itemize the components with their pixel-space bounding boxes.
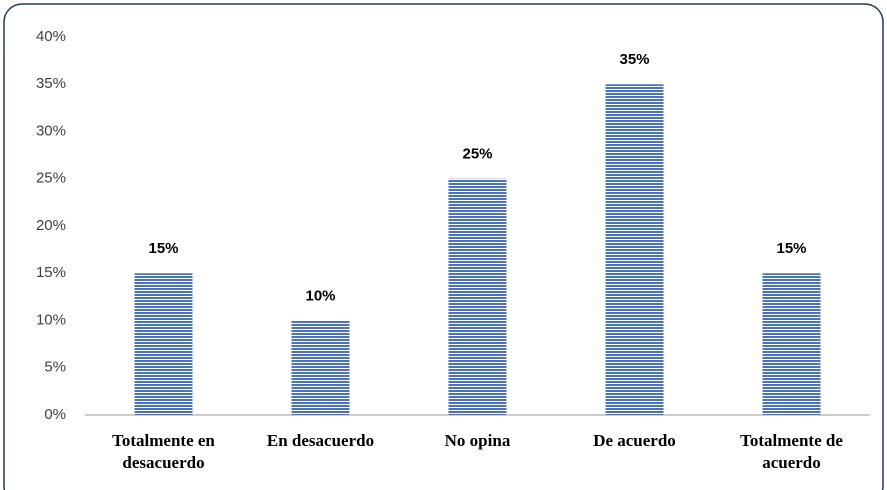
x-tick-label: De acuerdo bbox=[593, 431, 676, 450]
y-tick-label: 5% bbox=[44, 359, 66, 376]
bar bbox=[291, 320, 350, 415]
y-tick-label: 10% bbox=[36, 311, 66, 328]
x-tick-label: Totalmente en desacuerdo bbox=[112, 431, 215, 472]
data-label: 15% bbox=[776, 240, 806, 257]
data-label: 15% bbox=[148, 240, 178, 257]
y-tick-label: 20% bbox=[36, 217, 66, 234]
y-tick-label: 0% bbox=[44, 406, 66, 423]
x-tick-label: Totalmente de acuerdo bbox=[740, 431, 843, 472]
x-tick-label: No opina bbox=[444, 431, 511, 450]
data-label: 25% bbox=[462, 146, 492, 163]
bar bbox=[134, 273, 193, 415]
y-tick-label: 40% bbox=[36, 28, 66, 45]
x-tick-label: En desacuerdo bbox=[266, 431, 375, 450]
bar bbox=[448, 178, 507, 415]
data-label: 10% bbox=[305, 287, 335, 304]
bar bbox=[762, 273, 821, 415]
y-tick-label: 35% bbox=[36, 75, 66, 92]
frame bbox=[3, 3, 884, 490]
y-tick-label: 25% bbox=[36, 170, 66, 187]
y-tick-label: 15% bbox=[36, 264, 66, 281]
y-tick-label: 30% bbox=[36, 122, 66, 139]
bar bbox=[605, 84, 664, 415]
data-label: 35% bbox=[619, 51, 649, 68]
